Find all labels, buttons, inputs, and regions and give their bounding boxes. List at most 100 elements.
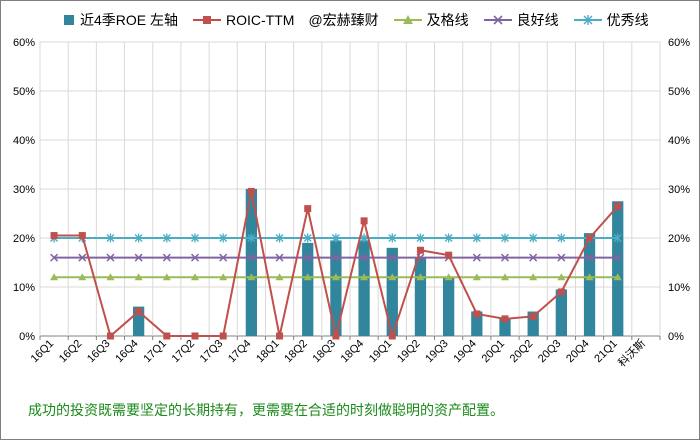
excellent-marker <box>303 233 312 243</box>
legend-item-excellent: 优秀线 <box>573 10 649 30</box>
bar-roe <box>527 311 539 336</box>
good-marker <box>134 253 143 262</box>
roic-point <box>445 251 453 259</box>
pass-marker <box>247 273 256 281</box>
legend-roic-swatch <box>193 16 222 24</box>
bar-roe <box>133 306 145 336</box>
y-tick-label: 20% <box>13 233 35 245</box>
x-tick-label: 18Q1 <box>254 338 282 366</box>
pass-marker <box>613 273 622 281</box>
excellent-marker <box>134 233 143 243</box>
x-tick-label: 18Q3 <box>311 338 339 366</box>
legend-excellent-swatch <box>573 15 602 25</box>
pass-marker <box>331 273 340 281</box>
pass-marker <box>416 273 425 281</box>
legend-label-good: 良好线 <box>516 12 559 28</box>
legend-item-roe: 近4季ROE 左轴 <box>62 10 178 30</box>
legend-label-pass: 及格线 <box>426 12 469 28</box>
excellent-marker <box>388 233 397 243</box>
roic-point <box>191 332 199 340</box>
legend-item-good: 良好线 <box>483 10 559 30</box>
roic-point <box>163 332 171 340</box>
excellent-marker <box>613 233 622 243</box>
roic-point <box>586 234 594 242</box>
roic-point <box>360 217 368 225</box>
roic-point <box>304 205 312 213</box>
y2-tick-label: 40% <box>668 135 690 147</box>
good-marker <box>219 253 228 262</box>
y2-tick-label: 50% <box>668 86 690 98</box>
bar-roe <box>386 247 398 336</box>
bar-roe <box>245 189 257 336</box>
excellent-marker <box>529 233 538 243</box>
excellent-marker <box>331 233 340 243</box>
pass-marker <box>557 273 566 281</box>
x-tick-label: 20Q4 <box>564 338 592 366</box>
watermark: @宏赫臻财 <box>308 12 379 28</box>
bar-roe <box>583 233 596 336</box>
roic-point <box>78 232 86 240</box>
roic-point <box>276 332 284 340</box>
pass-marker <box>50 273 59 281</box>
good-marker <box>585 253 594 262</box>
x-tick-label: 19Q4 <box>451 338 479 366</box>
excellent-marker <box>444 233 453 243</box>
excellent-marker <box>106 233 115 243</box>
pass-marker <box>585 273 594 281</box>
bar-roe <box>443 277 455 336</box>
excellent-marker <box>416 233 425 243</box>
y-tick-label: 30% <box>13 184 35 196</box>
x-tick-label: 17Q2 <box>170 338 198 366</box>
bar-roe <box>358 240 370 336</box>
good-marker <box>360 253 369 262</box>
good-marker <box>106 253 115 262</box>
roic-point <box>416 246 424 254</box>
excellent-marker <box>275 233 284 243</box>
x-tick-label: 20Q2 <box>508 338 536 366</box>
y2-tick-label: 0% <box>668 331 684 343</box>
x-tick-label: 20Q1 <box>480 338 508 366</box>
good-marker <box>613 253 622 262</box>
roic-point <box>135 308 143 315</box>
pass-marker <box>529 273 538 281</box>
roic-point <box>50 232 58 240</box>
bar-roe <box>471 311 483 336</box>
legend: 近4季ROE 左轴 ROIC-TTM @宏赫臻财 及格线 良好线 优秀线 <box>62 8 663 32</box>
x-tick-label: 17Q4 <box>226 338 254 366</box>
bar-roe <box>499 318 511 336</box>
x-tick-label: 16Q2 <box>57 338 85 366</box>
pass-marker <box>78 273 87 281</box>
excellent-marker <box>472 233 481 243</box>
roic-point <box>247 187 255 195</box>
y-tick-label: 50% <box>13 86 35 98</box>
bar-roe <box>555 289 567 336</box>
x-tick-label: 19Q3 <box>423 338 451 366</box>
y-tick-label: 0% <box>19 331 35 343</box>
good-marker <box>331 253 340 262</box>
y-tick-label: 60% <box>13 37 35 49</box>
pass-marker <box>472 273 481 281</box>
bar-roe <box>612 201 624 336</box>
x-tick-label: 19Q2 <box>395 338 423 366</box>
good-marker <box>529 253 538 262</box>
roic-point <box>557 288 565 296</box>
x-tick-label: 20Q3 <box>536 338 564 366</box>
excellent-marker <box>219 233 228 243</box>
legend-item-pass: 及格线 <box>393 10 469 30</box>
good-marker <box>162 253 171 262</box>
excellent-marker <box>501 233 509 243</box>
roic-point <box>529 312 537 320</box>
y2-tick-label: 60% <box>668 37 690 49</box>
roic-point <box>501 315 509 323</box>
excellent-marker <box>360 233 369 243</box>
pass-marker <box>303 273 312 281</box>
y2-tick-label: 10% <box>668 282 690 294</box>
pass-marker <box>360 273 369 281</box>
x-tick-label: 17Q1 <box>141 338 169 366</box>
x-tick-label: 18Q2 <box>282 338 310 366</box>
y2-tick-label: 30% <box>668 184 690 196</box>
roic-point <box>219 332 227 340</box>
good-marker <box>247 253 256 262</box>
good-marker <box>78 253 87 262</box>
